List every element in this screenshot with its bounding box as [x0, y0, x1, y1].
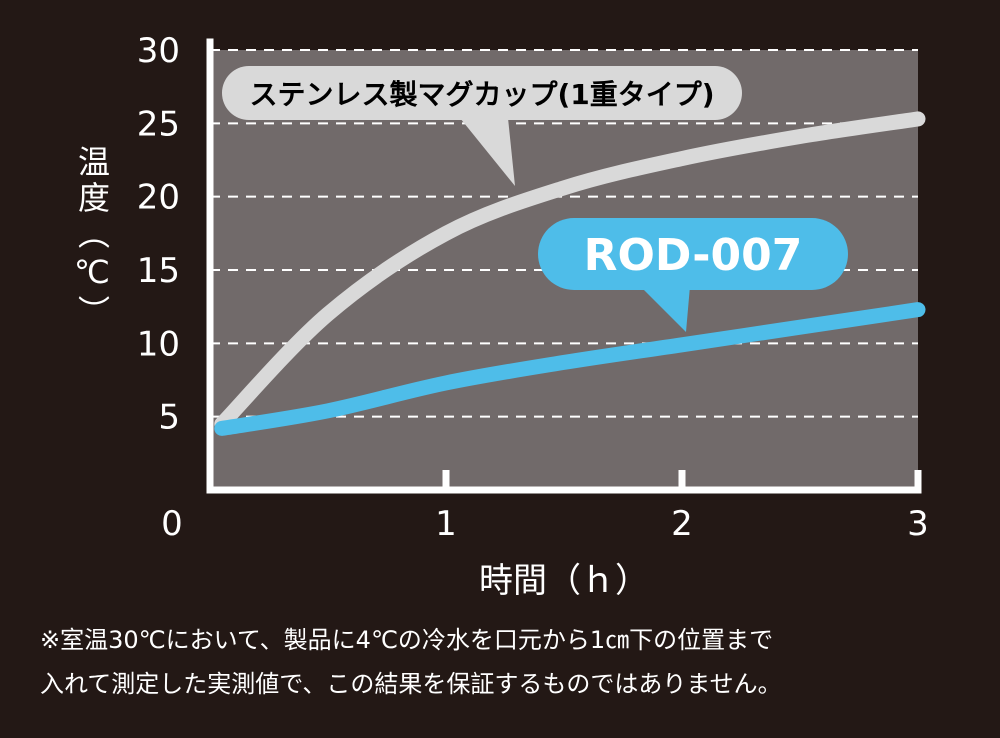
x-tick-label-0: 0 — [161, 504, 183, 544]
y-tick-label-30: 30 — [137, 31, 180, 71]
series-line-0 — [214, 111, 926, 432]
callout-pointer-rod — [640, 286, 690, 332]
x-tick-label-3: 3 — [907, 504, 929, 544]
callout-pointer-mug — [460, 118, 515, 186]
series-label-rod: ROD-007 — [584, 230, 803, 281]
y-tick-label-5: 5 — [158, 398, 180, 438]
y-tick-label-20: 20 — [137, 178, 180, 218]
callout-bubble-mug — [222, 66, 742, 120]
footnote-line-2: 入れて測定した実測値で、この結果を保証するものではありません。 — [40, 670, 782, 698]
x-tick-label-1: 1 — [435, 504, 457, 544]
y-tick-label-15: 15 — [137, 251, 180, 291]
x-axis-title: 時間（ｈ） — [479, 561, 649, 601]
y-axis-title: 温度（℃） — [73, 145, 111, 331]
series-label-mug: ステンレス製マグカップ(1重タイプ) — [249, 78, 714, 111]
callout-bubble-rod — [538, 218, 848, 290]
y-tick-label-10: 10 — [137, 324, 180, 364]
footnote-line-1: ※室温30℃において、製品に4℃の冷水を口元から1㎝下の位置まで — [40, 626, 774, 654]
y-tick-label-25: 25 — [137, 104, 180, 144]
x-tick-label-2: 2 — [671, 504, 693, 544]
series-line-1 — [214, 302, 926, 436]
